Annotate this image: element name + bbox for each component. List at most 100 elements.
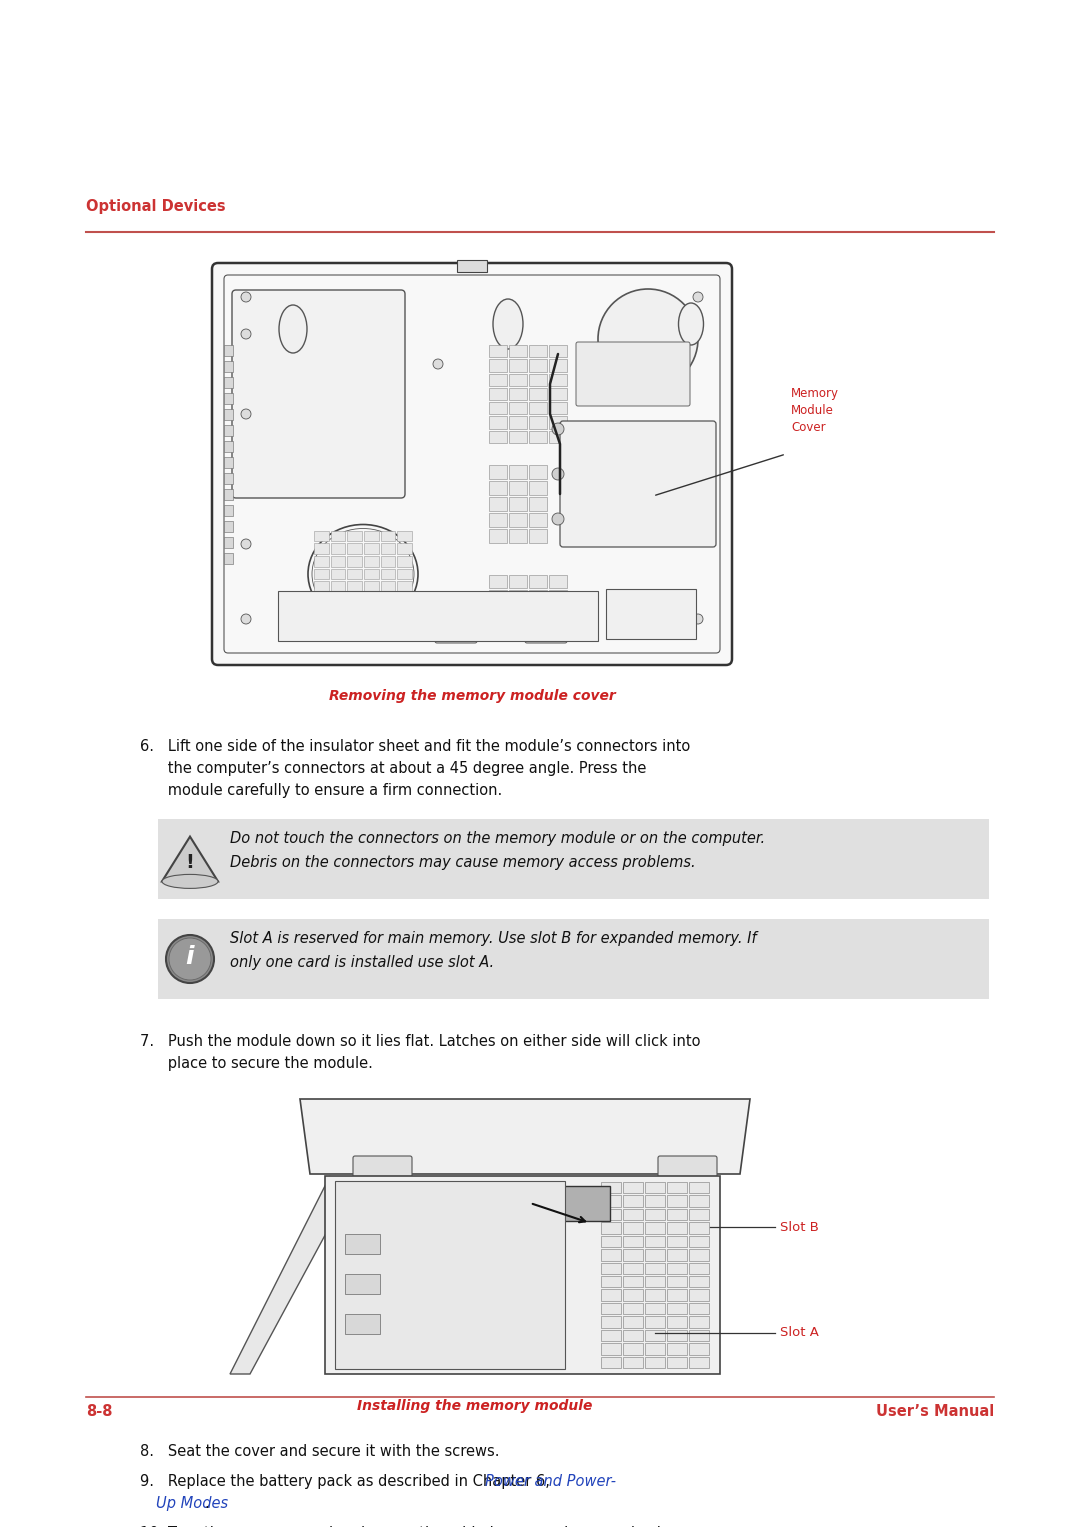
Bar (667, 1209, 687, 1220)
Bar (645, 1196, 665, 1206)
FancyBboxPatch shape (561, 421, 716, 547)
Bar (364, 582, 379, 592)
Bar (314, 530, 328, 541)
Bar (549, 359, 567, 371)
Text: the computer’s connectors at about a 45 degree angle. Press the: the computer’s connectors at about a 45 … (140, 760, 646, 776)
Bar (529, 513, 546, 527)
Bar (529, 466, 546, 479)
Bar (364, 606, 379, 617)
Bar (224, 473, 233, 484)
Bar (489, 388, 507, 400)
Bar (689, 1344, 708, 1354)
Bar (380, 556, 395, 567)
Bar (600, 1303, 621, 1315)
Bar (335, 1180, 565, 1370)
Polygon shape (360, 1186, 610, 1222)
Bar (397, 582, 411, 592)
FancyBboxPatch shape (658, 1156, 717, 1177)
Bar (489, 589, 507, 603)
Bar (549, 417, 567, 429)
Bar (667, 1235, 687, 1248)
Bar (489, 345, 507, 357)
Bar (667, 1330, 687, 1341)
Polygon shape (300, 1099, 750, 1174)
Circle shape (168, 938, 211, 980)
Bar (509, 417, 527, 429)
Bar (364, 544, 379, 554)
Bar (397, 594, 411, 605)
Bar (600, 1316, 621, 1327)
Bar (689, 1249, 708, 1261)
Bar (606, 589, 696, 638)
Text: User’s Manual: User’s Manual (876, 1403, 994, 1419)
Bar (667, 1222, 687, 1234)
Bar (667, 1277, 687, 1287)
Ellipse shape (162, 875, 218, 889)
FancyBboxPatch shape (212, 263, 732, 664)
Text: 8-8: 8-8 (86, 1403, 112, 1419)
Bar (330, 544, 346, 554)
FancyBboxPatch shape (353, 1156, 411, 1177)
Bar (380, 568, 395, 579)
Circle shape (552, 423, 564, 435)
Bar (623, 1289, 643, 1301)
Text: Installing the memory module: Installing the memory module (357, 1399, 593, 1412)
Bar (529, 620, 546, 634)
Bar (600, 1277, 621, 1287)
Ellipse shape (678, 302, 703, 345)
Text: !: ! (186, 852, 194, 872)
Text: 7.   Push the module down so it lies flat. Latches on either side will click int: 7. Push the module down so it lies flat.… (140, 1034, 701, 1049)
Bar (224, 360, 233, 373)
Bar (600, 1330, 621, 1341)
Circle shape (552, 513, 564, 525)
Bar (348, 568, 362, 579)
Bar (380, 582, 395, 592)
Bar (600, 1182, 621, 1194)
Bar (529, 496, 546, 512)
Bar (600, 1344, 621, 1354)
Bar (489, 402, 507, 414)
Bar (489, 620, 507, 634)
Bar (489, 374, 507, 386)
Bar (600, 1249, 621, 1261)
Bar (509, 402, 527, 414)
Bar (600, 1196, 621, 1206)
Ellipse shape (279, 305, 307, 353)
Bar (600, 1289, 621, 1301)
Text: Slot A is reserved for main memory. Use slot B for expanded memory. If: Slot A is reserved for main memory. Use … (230, 931, 757, 947)
Bar (623, 1249, 643, 1261)
Bar (380, 594, 395, 605)
Bar (330, 556, 346, 567)
Bar (348, 606, 362, 617)
Bar (600, 1356, 621, 1368)
Bar (345, 1274, 380, 1293)
Bar (509, 576, 527, 588)
Polygon shape (230, 1176, 330, 1374)
Bar (509, 589, 527, 603)
Bar (348, 594, 362, 605)
Bar (489, 431, 507, 443)
Circle shape (552, 467, 564, 479)
Bar (364, 530, 379, 541)
Bar (529, 605, 546, 618)
Bar (509, 388, 527, 400)
Bar (380, 530, 395, 541)
Bar (158, 818, 989, 899)
Bar (330, 530, 346, 541)
Bar (623, 1235, 643, 1248)
Bar (397, 530, 411, 541)
Bar (645, 1316, 665, 1327)
FancyBboxPatch shape (525, 621, 567, 643)
Text: Optional Devices: Optional Devices (86, 199, 226, 214)
Bar (645, 1356, 665, 1368)
Bar (689, 1222, 708, 1234)
Bar (689, 1235, 708, 1248)
Bar (529, 481, 546, 495)
Bar (224, 457, 233, 467)
Bar (380, 544, 395, 554)
FancyBboxPatch shape (576, 342, 690, 406)
Bar (623, 1344, 643, 1354)
Bar (509, 620, 527, 634)
Bar (623, 1316, 643, 1327)
Bar (509, 481, 527, 495)
